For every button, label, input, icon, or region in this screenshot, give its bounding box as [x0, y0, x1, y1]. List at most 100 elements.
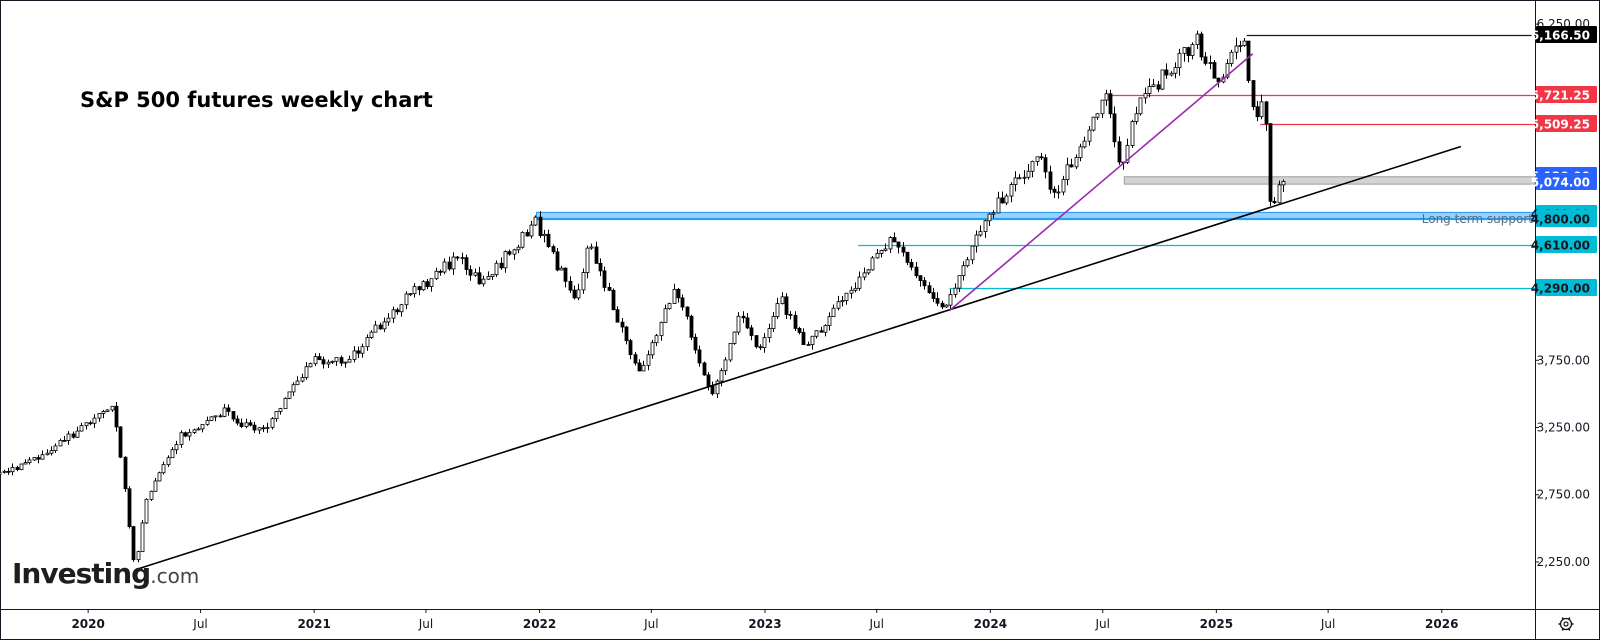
candle: [1017, 174, 1022, 180]
candle: [105, 409, 110, 412]
candle: [1043, 154, 1048, 179]
candle: [1160, 69, 1165, 90]
candle: [901, 241, 906, 257]
candle: [551, 244, 556, 255]
brand-name: Investing: [12, 557, 150, 590]
candle: [948, 289, 953, 310]
candle: [88, 420, 93, 426]
chart-title: S&P 500 futures weekly chart: [80, 88, 433, 112]
candle: [896, 241, 901, 254]
candle: [1147, 78, 1152, 98]
candle: [382, 317, 387, 333]
candle: [468, 265, 473, 281]
candle: [1030, 160, 1035, 178]
candle: [92, 414, 97, 428]
candle: [680, 294, 685, 311]
candle: [728, 342, 733, 363]
candle: [248, 420, 253, 427]
candle: [1130, 119, 1135, 148]
candle: [793, 311, 798, 332]
level-label-7: 4,610.00: [1531, 236, 1597, 253]
candle: [533, 215, 538, 227]
candle: [628, 338, 633, 360]
candles-layer: [0, 30, 1286, 563]
candle: [1134, 106, 1139, 125]
candle: [330, 360, 335, 365]
candle: [853, 282, 858, 293]
trendline-1: [949, 53, 1254, 312]
candle: [689, 314, 694, 341]
candle: [607, 282, 612, 291]
candle: [45, 449, 50, 456]
candle: [123, 456, 128, 493]
candle: [978, 225, 983, 237]
candle: [442, 258, 447, 275]
zone-rect-0: [1123, 176, 1536, 185]
candle: [79, 422, 84, 432]
candle: [983, 219, 988, 238]
candle: [1022, 170, 1027, 185]
candle: [520, 231, 525, 249]
time-tick-label: Jul: [192, 617, 207, 631]
candle: [417, 285, 422, 296]
candle: [421, 280, 426, 291]
time-tick-label: Jul: [1094, 617, 1109, 631]
candle: [507, 249, 512, 256]
candle: [58, 438, 63, 447]
candle: [192, 428, 197, 435]
candle: [780, 292, 785, 305]
candle: [352, 346, 357, 363]
candle: [32, 457, 37, 461]
level-lines-layer: [536, 34, 1535, 290]
candle: [1056, 185, 1061, 199]
candle: [1173, 62, 1178, 79]
candle: [1238, 40, 1243, 53]
candle: [347, 355, 352, 363]
candle: [438, 269, 443, 276]
candle: [736, 312, 741, 335]
candle: [1117, 136, 1122, 165]
candle: [935, 292, 940, 307]
candle: [136, 550, 141, 563]
candle: [987, 213, 992, 227]
chart-settings-icon[interactable]: [1558, 617, 1574, 631]
candle: [84, 422, 89, 430]
candle: [183, 431, 188, 438]
candle: [252, 421, 257, 434]
candle: [464, 254, 469, 275]
candle: [71, 431, 76, 439]
candle: [1177, 48, 1182, 76]
svg-text:4,610.00: 4,610.00: [1531, 239, 1590, 253]
candle: [166, 455, 171, 467]
candle: [486, 271, 491, 280]
candle: [594, 241, 599, 264]
candle: [15, 465, 20, 472]
candle: [6, 467, 11, 475]
candle: [663, 304, 668, 323]
zone-rect-1: [535, 211, 1536, 219]
candle: [996, 191, 1001, 214]
candle: [1277, 180, 1282, 204]
candle: [745, 312, 750, 330]
price-tick-label: 2,750.00: [1537, 488, 1590, 502]
candle: [75, 426, 80, 438]
candle: [525, 229, 530, 237]
candle: [481, 275, 486, 287]
candle: [710, 381, 715, 396]
candle: [914, 262, 919, 279]
candle: [118, 426, 123, 459]
candle: [1143, 87, 1148, 104]
candle: [1095, 113, 1100, 120]
candle: [611, 288, 616, 311]
time-tick-label: 2026: [1425, 617, 1458, 631]
candle: [1035, 156, 1040, 166]
candle: [1195, 30, 1200, 49]
candle: [1100, 99, 1105, 119]
candle: [953, 283, 958, 298]
candle: [944, 304, 949, 308]
candle: [918, 275, 923, 287]
time-tick-label: Jul: [643, 617, 658, 631]
candle: [0, 471, 2, 476]
candle: [646, 350, 651, 371]
